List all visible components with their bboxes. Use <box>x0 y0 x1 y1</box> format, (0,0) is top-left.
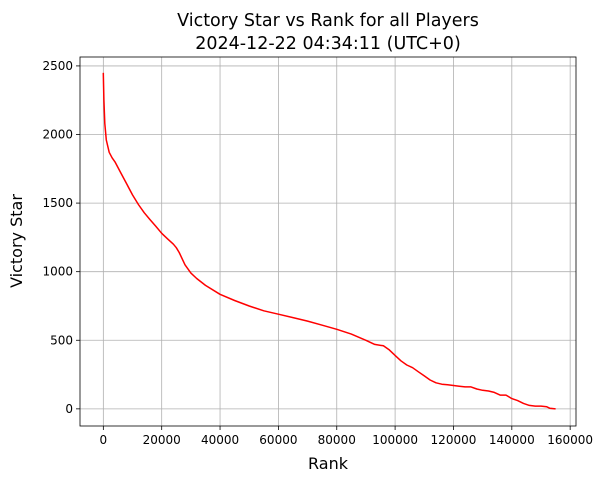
x-tick-label: 120000 <box>431 433 477 447</box>
y-axis-label: Victory Star <box>7 194 26 288</box>
x-tick-label: 60000 <box>259 433 297 447</box>
y-tick-label: 1500 <box>42 196 73 210</box>
x-tick-label: 100000 <box>372 433 418 447</box>
axis-ticks: 0 20000 40000 60000 80000 100000 120000 140000 1… <box>42 59 593 447</box>
y-tick-label: 2000 <box>42 128 73 142</box>
x-tick-label: 80000 <box>318 433 356 447</box>
x-tick-label: 20000 <box>143 433 181 447</box>
x-tick-label: 0 <box>100 433 108 447</box>
x-tick-label: 140000 <box>489 433 535 447</box>
x-tick-label: 160000 <box>547 433 593 447</box>
x-tick-label: 40000 <box>201 433 239 447</box>
chart-title: Victory Star vs Rank for all Players <box>177 11 479 31</box>
series-group <box>102 72 556 410</box>
grid-lines <box>80 57 576 426</box>
y-tick-label: 500 <box>50 333 73 347</box>
y-tick-label: 2500 <box>42 59 73 73</box>
chart-subtitle: 2024-12-22 04:34:11 (UTC+0) <box>195 34 461 54</box>
y-tick-label: 1000 <box>42 265 73 279</box>
x-axis-label: Rank <box>308 454 349 473</box>
series-line <box>102 72 556 410</box>
y-tick-label: 0 <box>65 402 73 416</box>
plot-frame <box>79 56 577 427</box>
